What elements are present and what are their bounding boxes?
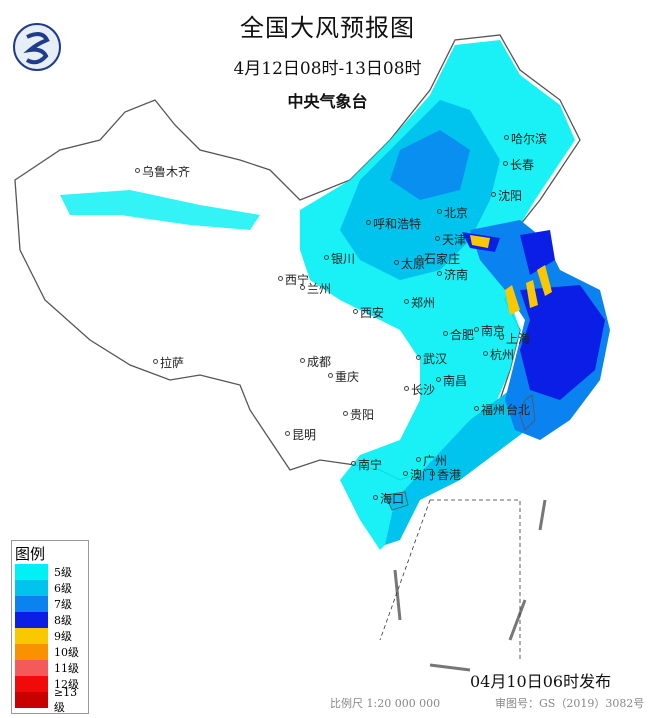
- legend-swatch: [15, 580, 48, 596]
- wind-area-level-8-yellowsea: [520, 230, 555, 275]
- city-label: 太原: [393, 257, 426, 271]
- legend-swatch: [15, 564, 48, 580]
- legend-item: 6级: [12, 580, 88, 596]
- city-label: 天津: [434, 233, 467, 247]
- city-label: 合肥: [442, 328, 475, 342]
- wind-area-level-5: [300, 40, 575, 550]
- city-label: 呼和浩特: [365, 217, 422, 231]
- city-label: 贵阳: [342, 408, 375, 422]
- legend-label: 8级: [54, 614, 72, 627]
- city-label: 石家庄: [416, 252, 461, 266]
- city-label: 武汉: [415, 352, 448, 366]
- legend-swatch: [15, 628, 48, 644]
- map-review-number: 审图号：GS（2019）3082号: [495, 697, 645, 710]
- city-label: 香港: [429, 468, 462, 482]
- city-label: 南昌: [435, 374, 468, 388]
- legend-swatch: [15, 660, 48, 676]
- city-label: 兰州: [299, 282, 332, 296]
- city-label: 长沙: [403, 383, 436, 397]
- city-label: 杭州: [482, 348, 515, 362]
- city-label: 成都: [299, 355, 332, 369]
- city-label: 海口: [372, 492, 405, 506]
- legend-item: 9级: [12, 628, 88, 644]
- city-label: 乌鲁木齐: [134, 165, 191, 179]
- city-label: 西宁: [277, 273, 310, 287]
- hainan-island: [384, 491, 409, 511]
- legend-label: ≥13级: [53, 685, 78, 714]
- wind-area-level-9-b: [505, 285, 520, 315]
- city-label: 南宁: [350, 458, 383, 472]
- legend-item: 12级: [12, 676, 88, 692]
- legend-item: 8级: [12, 612, 88, 628]
- legend: 图例 5级 6级 7级 8级 9级 10级 11级 12级 ≥13级: [11, 540, 89, 714]
- map-scale: 比例尺 1:20 000 000: [330, 697, 441, 710]
- city-label: 济南: [436, 268, 469, 282]
- legend-item: 11级: [12, 660, 88, 676]
- legend-item: ≥13级: [12, 686, 88, 714]
- city-label: 西安: [352, 306, 385, 320]
- issuer: 中央气象台: [287, 92, 368, 111]
- city-label: 长春: [502, 158, 535, 172]
- city-label: 澳门: [402, 468, 435, 482]
- wind-area-level-9-d: [537, 265, 552, 296]
- city-label: 哈尔滨: [503, 132, 548, 146]
- legend-label: 5级: [54, 566, 72, 579]
- wind-area-level-6-sea: [385, 380, 540, 545]
- wind-area-level-8: [520, 285, 605, 400]
- wind-area-level-9-c: [526, 280, 538, 308]
- city-label: 上海: [498, 332, 531, 346]
- city-label: 银川: [323, 252, 356, 266]
- legend-swatch: [15, 644, 48, 660]
- legend-item: 7级: [12, 596, 88, 612]
- legend-swatch: [15, 676, 48, 692]
- legend-title: 图例: [15, 545, 46, 563]
- wind-area-level-5-west: [60, 190, 260, 230]
- legend-item: 5级: [12, 564, 88, 580]
- legend-label: 9级: [54, 630, 72, 643]
- nine-dash-line: [393, 499, 547, 672]
- city-label: 昆明: [284, 428, 317, 442]
- city-label: 南京: [473, 324, 506, 338]
- map-title: 全国大风预报图: [240, 14, 415, 42]
- forecast-period: 4月12日08时-13日08时: [233, 59, 422, 79]
- city-label: 台北: [498, 403, 531, 417]
- sea-boundary-dashed: [379, 499, 521, 660]
- legend-swatch: [15, 692, 48, 708]
- city-label: 北京: [436, 206, 469, 220]
- city-label: 郑州: [403, 296, 436, 310]
- wind-area-level-9-a: [470, 235, 490, 248]
- legend-item: 10级: [12, 644, 88, 660]
- city-label: 沈阳: [490, 189, 523, 203]
- legend-label: 12级: [54, 678, 79, 691]
- legend-label: 7级: [54, 598, 72, 611]
- wind-area-level-7-north: [390, 130, 470, 200]
- legend-swatch: [15, 596, 48, 612]
- legend-label: 10级: [54, 646, 79, 659]
- legend-label: 11级: [54, 662, 79, 675]
- legend-label: 6级: [54, 582, 72, 595]
- city-label: 广州: [415, 454, 448, 468]
- taiwan-island: [519, 394, 536, 431]
- city-label: 拉萨: [152, 356, 185, 370]
- legend-swatch: [15, 612, 48, 628]
- city-label: 重庆: [327, 370, 360, 384]
- issue-time: 04月10日06时发布: [470, 672, 612, 691]
- cma-logo-icon: [13, 23, 61, 71]
